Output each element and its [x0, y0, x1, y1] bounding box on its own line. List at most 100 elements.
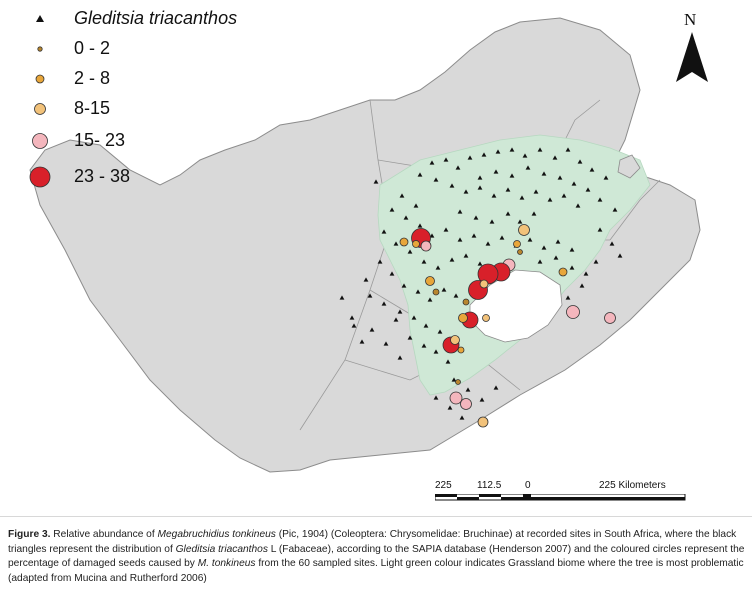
scale-tick-km: 225 Kilometers — [599, 480, 666, 491]
distribution-triangle — [459, 415, 465, 420]
caption-text: Relative abundance of — [50, 529, 158, 540]
distribution-triangle — [585, 187, 591, 192]
distribution-triangle — [389, 271, 395, 276]
distribution-triangle — [351, 323, 357, 328]
distribution-triangle — [381, 301, 387, 306]
distribution-triangle — [363, 277, 369, 282]
distribution-triangle — [479, 397, 485, 402]
distribution-triangle — [369, 327, 375, 332]
distribution-map — [29, 17, 701, 473]
distribution-triangle — [349, 315, 355, 320]
caption-species: M. tonkineus — [197, 558, 256, 569]
legend-title: Gleditsia triacanthos — [74, 8, 238, 28]
distribution-triangle — [569, 247, 575, 252]
distribution-triangle — [485, 241, 491, 246]
distribution-triangle — [393, 317, 399, 322]
distribution-triangle — [589, 167, 595, 172]
distribution-triangle — [433, 349, 439, 354]
distribution-triangle — [541, 245, 547, 250]
caption-divider — [0, 516, 752, 517]
caption-species: Gleditsia triacanthos — [175, 543, 268, 555]
distribution-triangle — [437, 329, 443, 334]
distribution-triangle — [583, 271, 589, 276]
distribution-triangle — [463, 189, 469, 194]
distribution-triangle — [597, 197, 603, 202]
distribution-triangle — [411, 315, 417, 320]
distribution-triangle — [401, 283, 407, 288]
sample-site-circle — [449, 391, 463, 405]
distribution-triangle — [569, 265, 575, 270]
distribution-triangle — [443, 227, 449, 232]
legend-label: 15- 23 — [74, 130, 126, 150]
swaziland — [617, 154, 641, 179]
distribution-triangle — [429, 160, 435, 165]
distribution-triangle — [509, 147, 515, 152]
distribution-triangle — [429, 233, 435, 238]
distribution-triangle — [531, 211, 537, 216]
figure-label: Figure 3. — [8, 529, 51, 540]
circle-layer — [399, 224, 616, 428]
distribution-triangle — [537, 147, 543, 152]
sample-site-circle — [462, 298, 470, 306]
sample-site-circle — [482, 314, 490, 322]
distribution-triangle — [423, 323, 429, 328]
distribution-triangle — [407, 335, 413, 340]
sample-site-circle — [479, 279, 489, 289]
xxl-dot-icon — [29, 166, 51, 188]
sample-site-circle — [450, 335, 460, 345]
distribution-triangle — [445, 359, 451, 364]
north-arrow-icon — [676, 32, 708, 82]
distribution-triangle — [399, 193, 405, 198]
distribution-triangle — [373, 179, 379, 184]
scale-tick-112-5: 112.5 — [477, 480, 502, 491]
distribution-triangle — [527, 237, 533, 242]
distribution-triangle — [407, 249, 413, 254]
distribution-triangle — [417, 172, 423, 177]
distribution-triangle — [609, 241, 615, 246]
sample-site-circle — [518, 224, 530, 236]
distribution-triangle — [389, 207, 395, 212]
distribution-triangle — [415, 289, 421, 294]
medium-dot-icon — [35, 74, 45, 84]
sample-site-circle — [455, 379, 461, 385]
distribution-triangle — [522, 153, 528, 158]
distribution-triangle — [477, 185, 483, 190]
sample-site-circle — [457, 346, 465, 354]
distribution-triangle — [453, 293, 459, 298]
distribution-triangle — [493, 385, 499, 390]
distribution-triangle — [433, 395, 439, 400]
distribution-triangle — [473, 215, 479, 220]
scale-bar-graphic — [435, 494, 686, 501]
distribution-triangle — [449, 257, 455, 262]
distribution-triangle — [593, 259, 599, 264]
distribution-triangle — [477, 175, 483, 180]
triangle-layer — [339, 147, 623, 420]
legend-label: 23 - 38 — [74, 166, 131, 186]
distribution-triangle — [421, 343, 427, 348]
xl-dot-icon — [32, 133, 48, 149]
distribution-triangle — [447, 405, 453, 410]
distribution-triangle — [491, 193, 497, 198]
distribution-triangle — [489, 219, 495, 224]
distribution-triangle — [367, 293, 373, 298]
lesotho — [469, 269, 563, 343]
sample-site-circle — [517, 249, 523, 255]
distribution-triangle — [443, 157, 449, 162]
distribution-triangle — [495, 149, 501, 154]
distribution-triangle — [435, 265, 441, 270]
distribution-triangle — [579, 283, 585, 288]
distribution-triangle — [467, 155, 473, 160]
distribution-triangle — [381, 229, 387, 234]
distribution-triangle — [565, 147, 571, 152]
distribution-triangle — [577, 159, 583, 164]
sample-site-circle — [425, 276, 435, 286]
distribution-triangle — [547, 197, 553, 202]
distribution-triangle — [359, 339, 365, 344]
distribution-triangle — [557, 175, 563, 180]
distribution-triangle — [565, 295, 571, 300]
caption-species: Megabruchidius tonkineus — [157, 529, 276, 540]
distribution-triangle — [427, 297, 433, 302]
distribution-triangle — [509, 173, 515, 178]
distribution-triangle — [517, 219, 523, 224]
distribution-triangle — [505, 211, 511, 216]
